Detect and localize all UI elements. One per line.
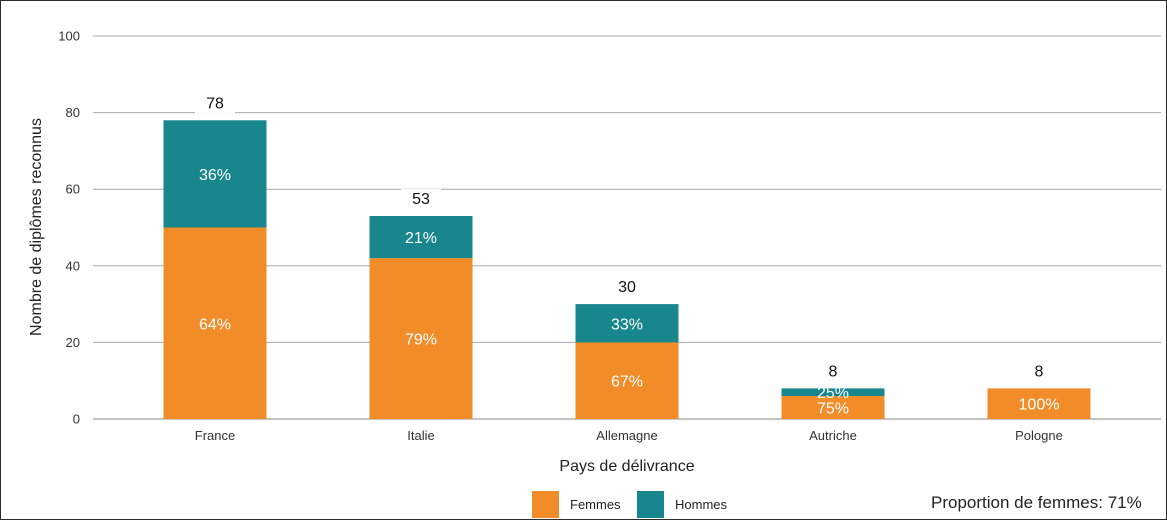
y-tick-label: 60 (66, 182, 80, 197)
bar-total-label: 8 (829, 363, 838, 380)
segment-label: 64% (199, 316, 231, 333)
total-label-backdrop (401, 189, 441, 210)
segment-label: 79% (405, 332, 437, 349)
y-tick-label: 0 (73, 412, 80, 427)
x-tick-label: Italie (407, 428, 434, 443)
legend-swatch-femmes (532, 491, 559, 518)
x-tick-label: Pologne (1015, 428, 1063, 443)
segment-label: 33% (611, 316, 643, 333)
bar-total-label: 78 (206, 95, 224, 112)
total-label-backdrop (813, 361, 853, 382)
y-tick-label: 100 (58, 29, 80, 44)
legend-swatch-hommes (637, 491, 664, 518)
legend-label: Femmes (570, 497, 621, 512)
y-axis-title: Nombre de diplômes reconnus (28, 118, 45, 336)
bar-segment-hommes (575, 304, 679, 343)
bar-segment-hommes (781, 388, 885, 397)
segment-label: 25% (817, 385, 849, 402)
total-label-backdrop (195, 93, 235, 114)
x-tick-label: France (195, 428, 235, 443)
y-tick-label: 80 (66, 105, 80, 120)
y-tick-label: 40 (66, 258, 80, 273)
legend-label: Hommes (675, 497, 728, 512)
segment-label: 100% (1019, 397, 1060, 414)
segment-label: 36% (199, 167, 231, 184)
bar-total-label: 8 (1035, 363, 1044, 380)
x-tick-label: Autriche (809, 428, 857, 443)
bar-segment-femmes (369, 258, 473, 419)
bar-total-label: 30 (618, 279, 636, 296)
segment-label: 75% (817, 401, 849, 418)
bar-segment-femmes (163, 227, 267, 419)
total-label-backdrop (1019, 361, 1059, 382)
x-axis-title: Pays de délivrance (559, 458, 694, 475)
total-label-backdrop (607, 277, 647, 298)
bar-segment-femmes (575, 342, 679, 419)
proportion-note: Proportion de femmes: 71% (931, 493, 1142, 512)
x-tick-label: Allemagne (596, 428, 657, 443)
y-tick-label: 20 (66, 335, 80, 350)
segment-label: 67% (611, 374, 643, 391)
bar-segment-femmes (987, 388, 1091, 419)
segment-label: 21% (405, 230, 437, 247)
bar-total-label: 53 (412, 191, 430, 208)
bar-segment-hommes (163, 120, 267, 228)
bar-segment-femmes (781, 396, 885, 419)
bar-segment-hommes (369, 216, 473, 259)
